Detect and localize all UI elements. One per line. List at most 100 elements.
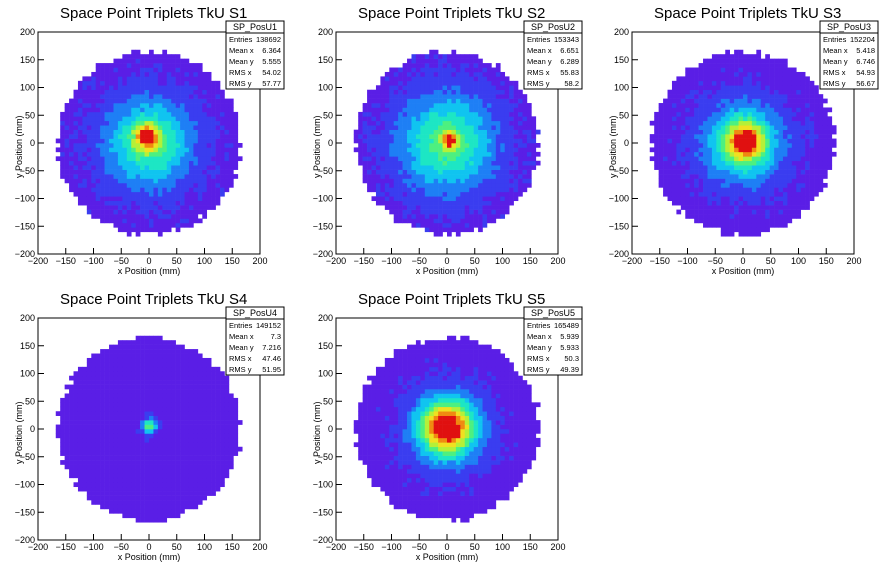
- heatmap-cell: [166, 134, 172, 139]
- heatmap-cell: [654, 116, 659, 122]
- heatmap-cell: [751, 191, 757, 197]
- heatmap-cell: [716, 94, 722, 99]
- heatmap-cell: [113, 473, 119, 479]
- heatmap-cell: [509, 98, 514, 104]
- heatmap-cell: [504, 169, 510, 175]
- heatmap-cell: [495, 205, 501, 210]
- heatmap-cell: [149, 67, 154, 73]
- heatmap-cell: [531, 138, 537, 144]
- heatmap-cell: [689, 151, 695, 157]
- heatmap-cell: [211, 107, 216, 113]
- heatmap-cell: [455, 94, 461, 99]
- heatmap-cell: [104, 384, 110, 390]
- heatmap-cell: [117, 500, 123, 505]
- heatmap-cell: [522, 120, 528, 126]
- heatmap-cell: [380, 89, 386, 95]
- heatmap-cell: [464, 76, 470, 82]
- heatmap-cell: [720, 218, 726, 224]
- heatmap-cell: [689, 107, 695, 113]
- heatmap-cell: [91, 473, 97, 479]
- heatmap-cell: [455, 200, 461, 206]
- heatmap-cell: [86, 165, 92, 170]
- heatmap-cell: [60, 429, 65, 434]
- heatmap-cell: [464, 116, 470, 122]
- heatmap-cell: [175, 129, 181, 135]
- heatmap-cell: [500, 71, 506, 77]
- heatmap-cell: [77, 366, 83, 372]
- heatmap-cell: [144, 169, 150, 175]
- heatmap-cell: [751, 94, 757, 99]
- stats-row-label: Mean y: [823, 57, 848, 66]
- heatmap-cell: [667, 103, 673, 108]
- heatmap-cell: [100, 120, 105, 126]
- heatmap-cell: [765, 178, 770, 184]
- heatmap-cell: [518, 89, 523, 95]
- heatmap-cell: [402, 174, 408, 179]
- heatmap-cell: [729, 174, 735, 179]
- heatmap-cell: [509, 134, 514, 139]
- heatmap-cell: [398, 129, 403, 135]
- heatmap-cell: [104, 451, 110, 456]
- heatmap-cell: [104, 468, 110, 474]
- heatmap-cell: [725, 151, 730, 157]
- heatmap-cell: [162, 89, 168, 95]
- heatmap-cell: [707, 169, 713, 175]
- heatmap-cell: [433, 116, 439, 122]
- heatmap-cell: [429, 111, 434, 117]
- heatmap-cell: [86, 406, 92, 412]
- heatmap-cell: [747, 80, 753, 86]
- heatmap-cell: [131, 380, 136, 385]
- heatmap-cell: [233, 116, 239, 122]
- heatmap-cell: [188, 129, 194, 135]
- heatmap-cell: [100, 442, 105, 448]
- heatmap-cell: [478, 160, 483, 166]
- heatmap-cell: [149, 54, 154, 59]
- heatmap-cell: [135, 357, 141, 363]
- heatmap-cell: [495, 214, 501, 219]
- heatmap-cell: [796, 111, 802, 117]
- heatmap-cell: [411, 200, 417, 206]
- heatmap-cell: [149, 165, 154, 170]
- heatmap-cell: [100, 107, 105, 113]
- heatmap-cell: [131, 508, 136, 514]
- heatmap-cell: [460, 227, 466, 233]
- heatmap-cell: [113, 58, 119, 64]
- heatmap-cell: [109, 446, 114, 452]
- heatmap-cell: [184, 182, 190, 188]
- heatmap-cell: [149, 455, 154, 461]
- heatmap-cell: [402, 107, 408, 113]
- heatmap-cell: [442, 80, 448, 86]
- heatmap-cell: [393, 103, 399, 108]
- heatmap-cell: [117, 178, 123, 184]
- heatmap-cell: [796, 174, 802, 179]
- heatmap-cell: [667, 125, 673, 130]
- heatmap-cell: [685, 160, 691, 166]
- heatmap-cell: [774, 98, 779, 104]
- heatmap-cell: [447, 196, 452, 202]
- heatmap-cell: [95, 160, 101, 166]
- heatmap-cell: [689, 205, 695, 210]
- heatmap-cell: [153, 464, 159, 470]
- heatmap-cell: [482, 156, 488, 162]
- heatmap-cell: [518, 182, 523, 188]
- heatmap-cell: [197, 182, 203, 188]
- heatmap-cell: [407, 71, 412, 77]
- heatmap-cell: [197, 169, 203, 175]
- heatmap-cell: [100, 464, 105, 470]
- heatmap-cell: [126, 227, 132, 233]
- heatmap-cell: [126, 429, 132, 434]
- heatmap-cell: [153, 71, 159, 77]
- heatmap-cell: [206, 85, 212, 91]
- heatmap-cell: [478, 200, 483, 206]
- heatmap-cell: [211, 205, 216, 210]
- heatmap-cell: [362, 165, 368, 170]
- heatmap-cell: [153, 402, 159, 408]
- heatmap-cell: [411, 134, 417, 139]
- heatmap-cell: [362, 147, 368, 153]
- heatmap-cell: [228, 151, 234, 157]
- heatmap-cell: [384, 103, 390, 108]
- heatmap-cell: [495, 174, 501, 179]
- heatmap-cell: [513, 116, 519, 122]
- heatmap-cell: [144, 71, 150, 77]
- heatmap-cell: [64, 406, 70, 412]
